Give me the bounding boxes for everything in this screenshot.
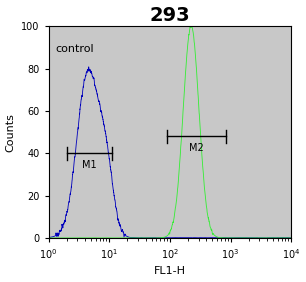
X-axis label: FL1-H: FL1-H (154, 266, 186, 276)
Text: M1: M1 (82, 160, 97, 170)
Title: 293: 293 (150, 6, 190, 25)
Text: M2: M2 (189, 143, 204, 153)
Y-axis label: Counts: Counts (6, 113, 16, 151)
Text: control: control (55, 43, 94, 54)
